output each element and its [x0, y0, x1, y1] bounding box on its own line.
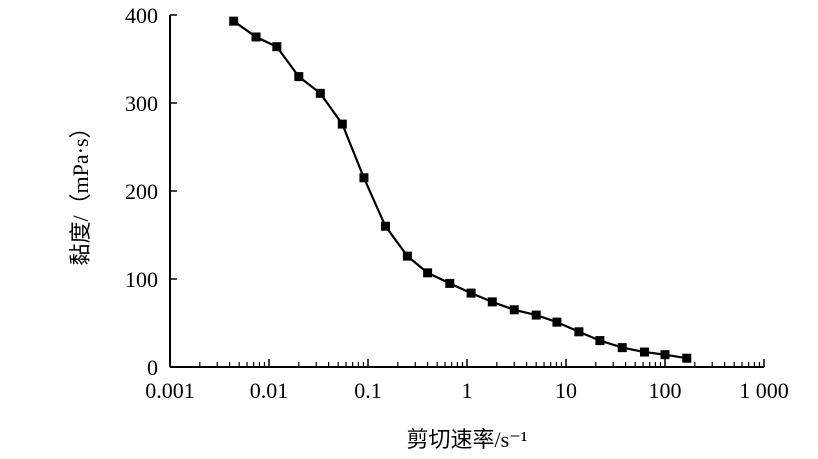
y-tick-label: 300 [125, 91, 158, 116]
data-point [466, 288, 476, 298]
x-tick-label: 0.001 [145, 378, 195, 403]
data-point [487, 297, 497, 307]
x-tick-label: 10 [555, 378, 577, 403]
data-point [617, 343, 627, 353]
data-point [380, 221, 390, 231]
x-tick-label: 1 000 [739, 378, 789, 403]
y-tick-label: 400 [125, 3, 158, 28]
data-point [660, 350, 670, 360]
data-point [337, 119, 347, 129]
x-tick-label: 1 [462, 378, 473, 403]
data-point [315, 88, 325, 98]
series-line [233, 20, 687, 360]
data-point [509, 305, 519, 315]
data-point [595, 336, 605, 346]
y-tick-label: 0 [147, 355, 158, 380]
x-tick-label: 100 [649, 378, 682, 403]
x-tick-label: 0.01 [250, 378, 289, 403]
data-point [402, 251, 412, 261]
axes: 0 100 200 300 400 0.001 0.01 0.1 1 10 100 1 000 [125, 3, 789, 403]
data-point [251, 32, 261, 42]
data-point [552, 317, 562, 327]
data-point [423, 268, 433, 278]
data-marks [229, 16, 692, 363]
data-point [574, 327, 584, 337]
data-point [229, 16, 239, 26]
data-point [294, 72, 304, 82]
data-point [639, 347, 649, 357]
y-tick-label: 100 [125, 267, 158, 292]
data-point [531, 310, 541, 320]
x-tick-label: 0.1 [354, 378, 382, 403]
data-point [445, 278, 455, 288]
data-point [682, 353, 692, 363]
y-axis-label: 黏度/（mPa·s） [68, 116, 93, 265]
data-point [359, 173, 369, 183]
data-point [272, 42, 282, 52]
x-axis-label: 剪切速率/s⁻¹ [407, 427, 528, 452]
y-tick-label: 200 [125, 179, 158, 204]
